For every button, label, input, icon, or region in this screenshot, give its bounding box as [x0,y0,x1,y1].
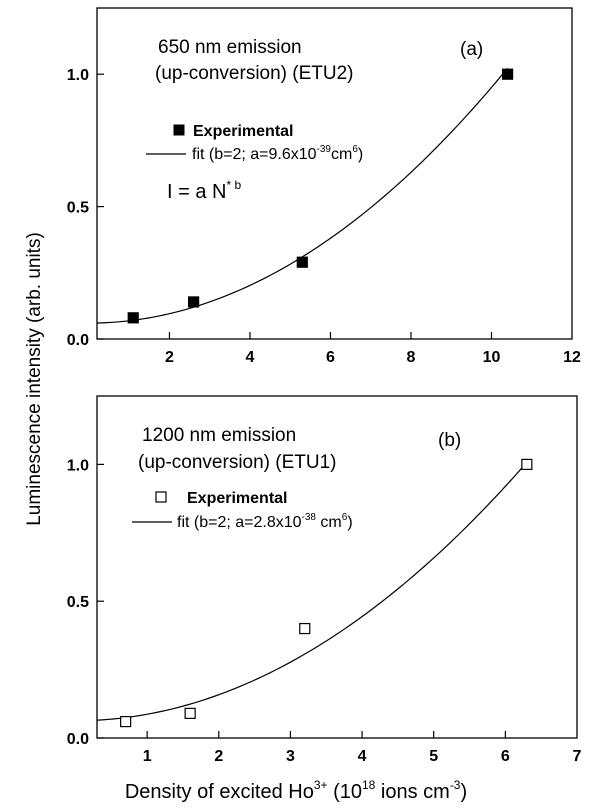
panel-a-x-ticks: 2 4 6 8 10 12 [165,332,581,366]
x-axis-label: Density of excited Ho3+ (1018 ions cm-3) [125,778,467,803]
x-tick-label: 3 [286,748,295,765]
panel-a-title-line2: (up-conversion) (ETU2) [155,63,354,84]
panel-b-fit-line [96,461,528,721]
data-point [188,296,200,308]
panel-a-points [127,68,514,324]
x-tick-label: 2 [165,349,174,366]
data-point [296,256,308,268]
panel-b: 0.0 0.5 1.0 1 2 3 4 5 6 7 1200 nm emission (up-c… [67,395,582,765]
x-tick-label: 4 [358,748,367,765]
panel-a-formula: I = a N* b [167,178,241,203]
data-point [127,312,139,324]
panel-b-x-ticks: 1 2 3 4 5 6 7 [143,731,582,765]
data-point [501,68,514,80]
panel-b-frame [96,395,578,739]
panel-a-label: (a) [460,39,483,60]
panel-b-y-ticks: 0.0 0.5 1.0 [67,457,104,748]
data-point [299,622,311,635]
x-tick-label: 7 [573,748,582,765]
y-tick-label: 0.0 [67,332,89,349]
panel-b-legend-fit: fit (b=2; a=2.8x10-38 cm6) [177,512,353,531]
panel-a-title-line1: 650 nm emission [158,37,302,58]
y-axis-label: Luminescence intensity (arb. units) [24,232,45,526]
y-tick-label: 1.0 [67,67,89,84]
panel-b-title-line1: 1200 nm emission [142,425,296,446]
x-tick-label: 5 [429,748,438,765]
x-tick-label: 2 [214,748,223,765]
panel-b-legend-marker [155,491,167,503]
data-point [521,458,533,470]
panel-a-legend-marker [173,124,185,136]
x-tick-label: 8 [407,349,416,366]
data-point [120,715,132,728]
x-tick-label: 4 [246,349,255,366]
panel-b-legend-experimental: Experimental [187,490,287,507]
panel-a-legend-fit: fit (b=2; a=9.6x10-39cm6) [192,144,363,163]
panel-b-title-line2: (up-conversion) (ETU1) [138,452,337,473]
panel-a-frame [96,7,573,340]
x-tick-label: 6 [326,349,335,366]
x-tick-label: 6 [501,748,510,765]
data-point [184,707,196,719]
y-tick-label: 0.5 [67,594,89,611]
panel-b-points [120,458,533,728]
panel-a-legend-experimental: Experimental [193,123,293,140]
x-tick-label: 1 [143,748,152,765]
x-tick-label: 10 [483,349,501,366]
panel-b-label: (b) [438,430,461,451]
y-tick-label: 0.0 [67,731,89,748]
y-tick-label: 0.5 [67,200,89,217]
panel-a: 0.0 0.5 1.0 2 4 6 8 10 12 650 nm emission (up-c… [67,7,581,366]
y-tick-label: 1.0 [67,457,89,474]
panel-a-y-ticks: 0.0 0.5 1.0 [67,67,104,349]
x-tick-label: 12 [563,349,581,366]
